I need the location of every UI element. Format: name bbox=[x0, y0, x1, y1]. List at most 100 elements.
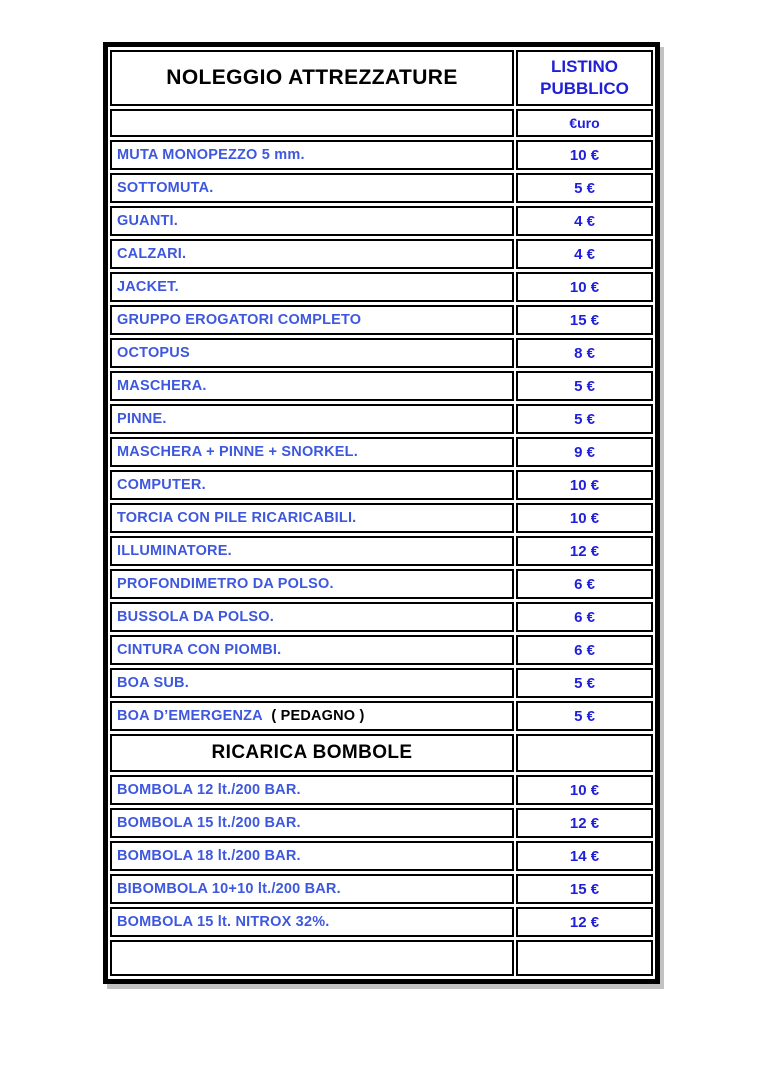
item-label-cell: SOTTOMUTA. bbox=[110, 173, 514, 203]
empty-row-group bbox=[110, 940, 653, 976]
table-row: BOA SUB. 5 € bbox=[110, 668, 653, 698]
table-row: BOMBOLA 15 lt./200 BAR. 12 € bbox=[110, 808, 653, 838]
table-row: MUTA MONOPEZZO 5 mm. 10 € bbox=[110, 140, 653, 170]
section-title-group: RICARICA BOMBOLE bbox=[110, 734, 653, 772]
item-label-cell: BOMBOLA 15 lt. NITROX 32%. bbox=[110, 907, 514, 937]
item-label: BOMBOLA 15 lt./200 BAR. bbox=[117, 815, 301, 831]
section-title: RICARICA BOMBOLE bbox=[110, 734, 514, 772]
item-label: PROFONDIMETRO DA POLSO. bbox=[117, 576, 334, 592]
table-row: PINNE. 5 € bbox=[110, 404, 653, 434]
item-price-cell: 6 € bbox=[516, 602, 653, 632]
item-label-cell: MASCHERA + PINNE + SNORKEL. bbox=[110, 437, 514, 467]
table-row: BIBOMBOLA 10+10 lt./200 BAR. 15 € bbox=[110, 874, 653, 904]
item-price-cell: 12 € bbox=[516, 536, 653, 566]
item-price-cell: 10 € bbox=[516, 140, 653, 170]
item-price-cell: 10 € bbox=[516, 503, 653, 533]
item-price-cell: 12 € bbox=[516, 808, 653, 838]
item-label-cell: COMPUTER. bbox=[110, 470, 514, 500]
table-row: BOMBOLA 15 lt. NITROX 32%. 12 € bbox=[110, 907, 653, 937]
empty-row bbox=[110, 940, 653, 976]
table-row: BOA D’EMERGENZA ( PEDAGNO ) 5 € bbox=[110, 701, 653, 731]
table-row: OCTOPUS 8 € bbox=[110, 338, 653, 368]
currency-row: €uro bbox=[110, 109, 653, 137]
table-row: CINTURA CON PIOMBI. 6 € bbox=[110, 635, 653, 665]
item-label: BOA SUB. bbox=[117, 675, 189, 691]
table-row: COMPUTER. 10 € bbox=[110, 470, 653, 500]
item-label-cell: BOA D’EMERGENZA ( PEDAGNO ) bbox=[110, 701, 514, 731]
item-label-cell: BOA SUB. bbox=[110, 668, 514, 698]
item-price-cell: 14 € bbox=[516, 841, 653, 871]
item-label: MASCHERA + PINNE + SNORKEL. bbox=[117, 444, 358, 460]
item-price-cell: 12 € bbox=[516, 907, 653, 937]
item-price-cell: 4 € bbox=[516, 239, 653, 269]
item-label-cell: JACKET. bbox=[110, 272, 514, 302]
item-price-cell: 5 € bbox=[516, 701, 653, 731]
table-row: CALZARI. 4 € bbox=[110, 239, 653, 269]
page-title: NOLEGGIO ATTREZZATURE bbox=[110, 50, 514, 106]
price-column-header: LISTINO PUBBLICO bbox=[516, 50, 653, 106]
item-label: BUSSOLA DA POLSO. bbox=[117, 609, 275, 625]
item-label-cell: BIBOMBOLA 10+10 lt./200 BAR. bbox=[110, 874, 514, 904]
item-price-cell: 5 € bbox=[516, 371, 653, 401]
item-price-cell: 15 € bbox=[516, 305, 653, 335]
section-title-row: RICARICA BOMBOLE bbox=[110, 734, 653, 772]
table-header-group: NOLEGGIO ATTREZZATURE LISTINO PUBBLICO €… bbox=[110, 50, 653, 137]
currency-label: €uro bbox=[516, 109, 653, 137]
item-label: BIBOMBOLA 10+10 lt./200 BAR. bbox=[117, 881, 341, 897]
blank-cell bbox=[516, 940, 653, 976]
blank-cell bbox=[110, 940, 514, 976]
item-label: SOTTOMUTA. bbox=[117, 180, 214, 196]
table-row: SOTTOMUTA. 5 € bbox=[110, 173, 653, 203]
table-row: BUSSOLA DA POLSO. 6 € bbox=[110, 602, 653, 632]
item-label: COMPUTER. bbox=[117, 477, 206, 493]
item-label-cell: CINTURA CON PIOMBI. bbox=[110, 635, 514, 665]
table-row: PROFONDIMETRO DA POLSO. 6 € bbox=[110, 569, 653, 599]
item-price-cell: 5 € bbox=[516, 173, 653, 203]
item-label-cell: MUTA MONOPEZZO 5 mm. bbox=[110, 140, 514, 170]
item-note: ( PEDAGNO ) bbox=[262, 708, 365, 724]
item-label-cell: GRUPPO EROGATORI COMPLETO bbox=[110, 305, 514, 335]
item-label-cell: GUANTI. bbox=[110, 206, 514, 236]
item-price-cell: 15 € bbox=[516, 874, 653, 904]
item-label: BOMBOLA 15 lt. NITROX 32%. bbox=[117, 914, 330, 930]
item-label: CINTURA CON PIOMBI. bbox=[117, 642, 282, 658]
item-label: BOMBOLA 12 lt./200 BAR. bbox=[117, 782, 301, 798]
item-label-cell: CALZARI. bbox=[110, 239, 514, 269]
blank-cell bbox=[110, 109, 514, 137]
item-label-cell: OCTOPUS bbox=[110, 338, 514, 368]
item-price-cell: 6 € bbox=[516, 569, 653, 599]
item-label: MUTA MONOPEZZO 5 mm. bbox=[117, 147, 305, 163]
item-price-cell: 9 € bbox=[516, 437, 653, 467]
item-price-cell: 8 € bbox=[516, 338, 653, 368]
item-label: BOMBOLA 18 lt./200 BAR. bbox=[117, 848, 301, 864]
item-label: MASCHERA. bbox=[117, 378, 207, 394]
table-row: TORCIA CON PILE RICARICABILI. 10 € bbox=[110, 503, 653, 533]
item-label: CALZARI. bbox=[117, 246, 187, 262]
table-row: JACKET. 10 € bbox=[110, 272, 653, 302]
blank-cell bbox=[516, 734, 653, 772]
item-label: PINNE. bbox=[117, 411, 167, 427]
item-label-cell: PROFONDIMETRO DA POLSO. bbox=[110, 569, 514, 599]
item-label-cell: TORCIA CON PILE RICARICABILI. bbox=[110, 503, 514, 533]
item-price-cell: 4 € bbox=[516, 206, 653, 236]
table-row: GRUPPO EROGATORI COMPLETO 15 € bbox=[110, 305, 653, 335]
item-label: BOA D’EMERGENZA bbox=[117, 708, 263, 724]
item-label-cell: BUSSOLA DA POLSO. bbox=[110, 602, 514, 632]
item-price-cell: 6 € bbox=[516, 635, 653, 665]
item-label-cell: BOMBOLA 12 lt./200 BAR. bbox=[110, 775, 514, 805]
table-header-row: NOLEGGIO ATTREZZATURE LISTINO PUBBLICO bbox=[110, 50, 653, 106]
item-label: OCTOPUS bbox=[117, 345, 190, 361]
item-label-cell: PINNE. bbox=[110, 404, 514, 434]
item-price-cell: 5 € bbox=[516, 404, 653, 434]
item-label: GUANTI. bbox=[117, 213, 179, 229]
table-row: BOMBOLA 12 lt./200 BAR. 10 € bbox=[110, 775, 653, 805]
table-row: BOMBOLA 18 lt./200 BAR. 14 € bbox=[110, 841, 653, 871]
table-row: MASCHERA. 5 € bbox=[110, 371, 653, 401]
item-price-cell: 5 € bbox=[516, 668, 653, 698]
price-table: NOLEGGIO ATTREZZATURE LISTINO PUBBLICO €… bbox=[103, 42, 660, 984]
item-label-cell: BOMBOLA 18 lt./200 BAR. bbox=[110, 841, 514, 871]
item-price-cell: 10 € bbox=[516, 470, 653, 500]
table-row: GUANTI. 4 € bbox=[110, 206, 653, 236]
item-price-cell: 10 € bbox=[516, 272, 653, 302]
item-label-cell: ILLUMINATORE. bbox=[110, 536, 514, 566]
